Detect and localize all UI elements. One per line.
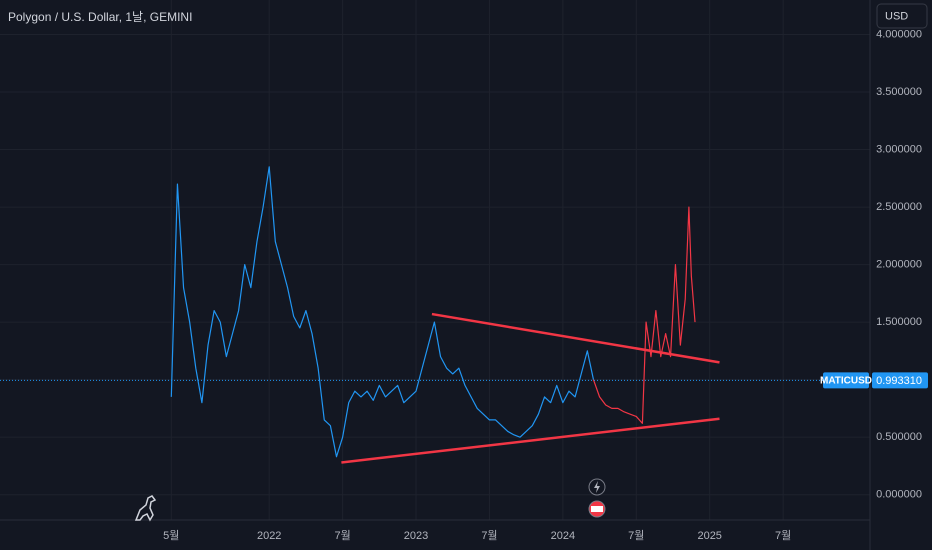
x-tick-label: 7월 [628,529,644,542]
x-tick-label: 2023 [404,530,428,542]
flag-icon-glyph [591,506,603,512]
currency-button[interactable] [876,3,928,29]
last-price-box [872,372,928,389]
y-tick-label: 4.000000 [876,28,922,40]
y-tick-label: 2.500000 [876,201,922,213]
price-line [592,206,696,424]
axes: 0.0000000.5000001.0000001.5000002.000000… [163,28,928,542]
event-icon-glyph [594,481,600,493]
y-tick-label: 3.000000 [876,143,922,155]
y-tick-label: 2.000000 [876,259,922,271]
trend-line [431,312,720,364]
grid [0,0,870,520]
y-tick-label: 1.500000 [876,316,922,328]
y-tick-label: 0.000000 [876,489,922,501]
last-price-label: 0.993310 [876,375,922,387]
x-tick-label: 2025 [697,530,721,542]
x-tick-label: 2024 [551,530,575,542]
plot [0,166,870,464]
y-tick-label: 3.500000 [876,86,922,98]
x-tick-label: 7월 [481,529,497,542]
trend-line [341,417,720,464]
chart-title: Polygon / U.S. Dollar, 1날, GEMINI [8,10,192,24]
symbol-label-box [823,372,869,389]
y-tick-label: 0.500000 [876,431,922,443]
logo[interactable] [134,495,157,522]
currency-label[interactable]: USD [885,10,908,22]
x-tick-label: 2022 [257,530,281,542]
x-tick-label: 7월 [775,529,791,542]
x-tick-label: 7월 [334,529,350,542]
symbol-label: MATICUSD [820,376,872,387]
x-tick-label: 5월 [163,529,179,542]
event-icons[interactable] [588,478,606,518]
price-line [170,166,595,458]
